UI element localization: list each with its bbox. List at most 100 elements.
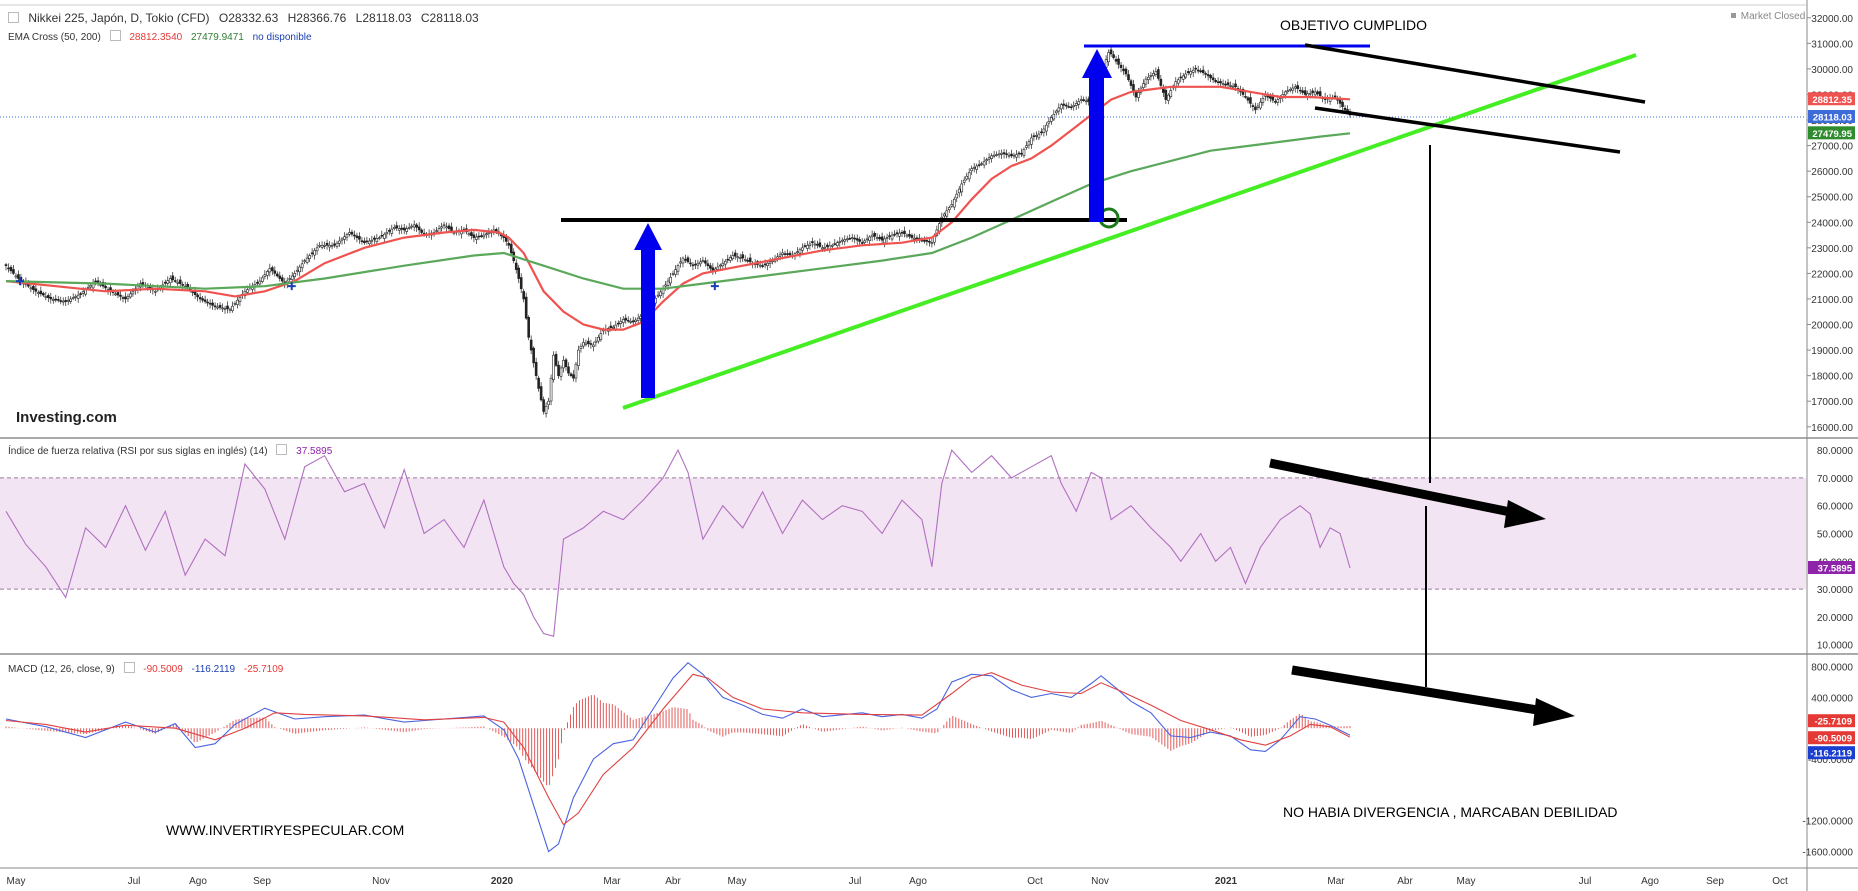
candle-body xyxy=(905,234,909,237)
candle-body xyxy=(1214,80,1217,82)
market-status-icon xyxy=(1731,13,1736,18)
candle-body xyxy=(621,319,625,323)
ema-label: EMA Cross (50, 200) xyxy=(8,32,101,43)
candle-body xyxy=(636,317,640,321)
candle-body xyxy=(509,243,513,254)
candle-body xyxy=(858,239,861,242)
candle-body xyxy=(325,242,329,246)
time-tick-label: Jul xyxy=(1579,876,1592,887)
candle-body xyxy=(564,359,568,368)
candle-body xyxy=(716,266,720,270)
investing-logo: Investing.com xyxy=(16,409,117,426)
candle-body xyxy=(895,232,899,235)
candle-body xyxy=(1301,90,1305,93)
divergence-annotation: NO HABIA DIVERGENCIA , MARCABAN DEBILIDA… xyxy=(1283,804,1618,820)
candle-body xyxy=(1002,152,1006,155)
candle-body xyxy=(883,238,886,244)
macd-signal-line xyxy=(5,672,1351,826)
channel-bottom-line xyxy=(1314,106,1621,154)
price-tick-label: 25000.00 xyxy=(1811,193,1853,204)
candle-body xyxy=(574,363,578,379)
candle-body xyxy=(1179,76,1183,79)
candle-body xyxy=(1269,96,1272,99)
rsi-settings-icon[interactable] xyxy=(276,444,288,455)
candle-body xyxy=(1318,91,1322,97)
macd-hist-badge: -25.7109 xyxy=(1814,717,1852,728)
candle-body xyxy=(913,237,916,240)
candle-body xyxy=(569,373,573,376)
macd-signal-badge: -116.2119 xyxy=(1810,749,1852,760)
candle-body xyxy=(728,257,732,261)
candle-body xyxy=(674,269,677,275)
candle-body xyxy=(124,296,127,300)
candle-body xyxy=(1017,152,1021,155)
candle-body xyxy=(626,319,630,322)
candle-body xyxy=(962,179,966,183)
candle-body xyxy=(679,261,682,264)
candle-body xyxy=(467,233,471,236)
market-status-label: Market Closed xyxy=(1740,11,1806,22)
candle-body xyxy=(363,240,366,244)
candle-body xyxy=(1144,78,1148,85)
candle-body xyxy=(562,360,565,369)
candle-body xyxy=(298,266,301,273)
candle-body xyxy=(980,163,983,165)
settings-icon[interactable] xyxy=(109,30,121,41)
candle-body xyxy=(236,299,239,305)
candle-body xyxy=(579,345,583,349)
price-tick-label: 22000.00 xyxy=(1811,269,1853,280)
candle-body xyxy=(783,253,787,255)
candle-body xyxy=(873,232,876,237)
candle-body xyxy=(1204,73,1207,75)
candle-body xyxy=(32,285,35,290)
price-tick-label: 21000.00 xyxy=(1811,295,1853,306)
candle-body xyxy=(320,244,324,248)
candle-body xyxy=(1186,71,1190,74)
macd-weakness-arrow-head xyxy=(1533,698,1575,726)
candle-body xyxy=(850,237,854,239)
candle-body xyxy=(99,284,102,286)
candle-body xyxy=(1025,145,1028,148)
candle-body xyxy=(1112,54,1115,58)
macd-hist-badge-bg xyxy=(1808,714,1855,728)
candle-body xyxy=(1288,89,1292,91)
candle-body xyxy=(485,233,488,236)
collapse-icon[interactable] xyxy=(8,12,19,23)
macd-signal-value: -116.2119 xyxy=(191,664,236,675)
candle-body xyxy=(1311,90,1314,93)
candle-body xyxy=(1316,91,1319,95)
candle-body xyxy=(631,320,635,323)
rsi-tick-label: 60.0000 xyxy=(1817,502,1854,513)
candle-body xyxy=(843,239,847,242)
candle-body xyxy=(323,244,326,247)
candle-body xyxy=(517,267,521,279)
candle-body xyxy=(390,228,394,234)
price-tick-label: 18000.00 xyxy=(1811,372,1853,383)
candle-body xyxy=(375,238,379,242)
candle-body xyxy=(288,278,292,280)
candle-body xyxy=(880,236,884,241)
candle-body xyxy=(1219,81,1222,84)
macd-settings-icon[interactable] xyxy=(123,662,135,673)
candle-body xyxy=(1147,76,1150,80)
candle-body xyxy=(1201,69,1205,74)
candle-body xyxy=(1296,85,1300,90)
candle-body xyxy=(213,305,217,308)
candle-body xyxy=(853,237,857,240)
candle-body xyxy=(116,292,120,296)
candle-body xyxy=(79,293,82,295)
candle-body xyxy=(328,244,331,248)
candle-body xyxy=(1035,135,1038,137)
candle-body xyxy=(417,226,421,231)
candle-body xyxy=(1037,133,1041,139)
candle-body xyxy=(126,296,130,300)
candle-body xyxy=(554,354,558,366)
candle-body xyxy=(985,159,988,161)
candle-body xyxy=(888,235,891,237)
candle-body xyxy=(890,234,894,240)
candle-body xyxy=(440,226,443,229)
time-tick-label: Nov xyxy=(372,876,390,887)
candle-body xyxy=(987,157,991,160)
candle-body xyxy=(397,228,401,231)
